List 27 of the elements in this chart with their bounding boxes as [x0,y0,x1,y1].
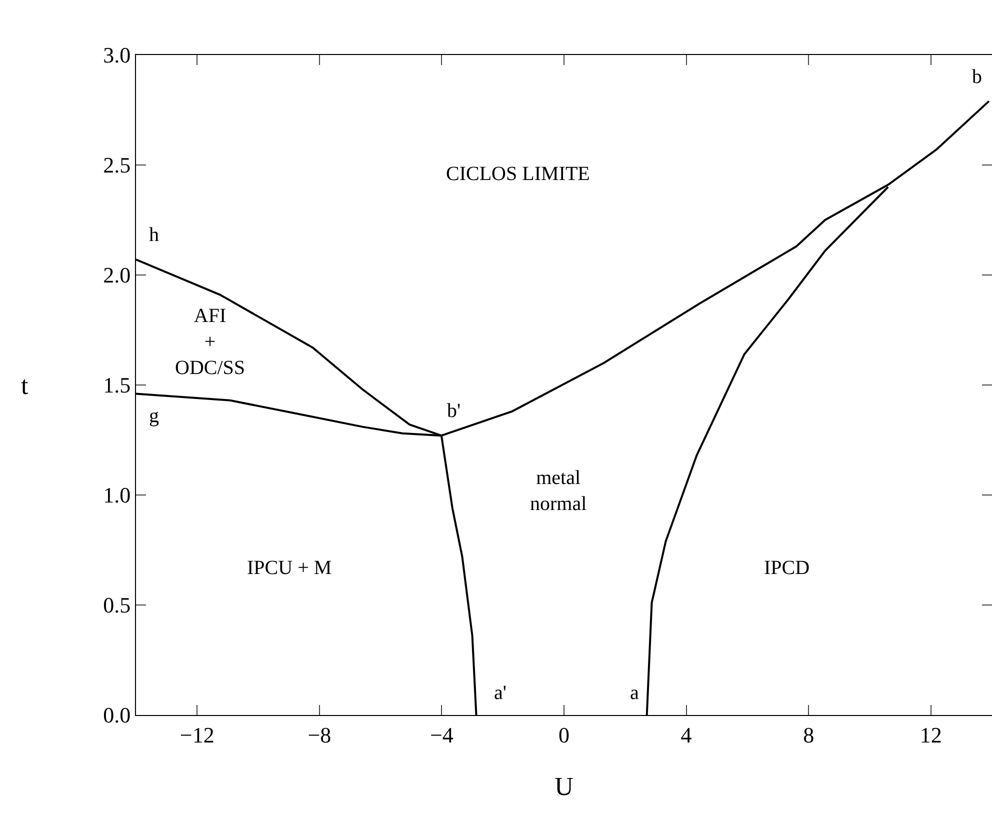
y-tick-label: 0.5 [103,592,131,618]
y-tick-label: 2.5 [103,152,131,178]
annotation: g [149,405,159,427]
x-tick-label: −8 [308,722,332,748]
annotation: b' [447,400,461,422]
x-tick-label: 0 [558,722,570,748]
x-tick-label: 4 [680,722,692,748]
y-tick-label: 3.0 [103,42,131,68]
annotation: IPCU + M [247,557,332,579]
annotation: h [149,224,159,246]
annotation: IPCD [764,557,810,579]
x-tick-label: −12 [180,722,214,748]
annotation: a' [494,682,506,704]
y-tick-label: 1.5 [103,372,131,398]
annotation: CICLOS LIMITE [446,163,590,185]
annotation: a [630,682,639,704]
x-axis-title: U [554,772,574,802]
x-tick-label: 8 [803,722,814,748]
annotation: AFI + ODC/SS [175,305,246,379]
y-tick-label: 2.0 [103,262,131,288]
x-tick-label: 12 [920,722,942,748]
annotation: metal normal [530,467,588,515]
annotation: b [972,66,982,88]
y-axis-title: t [21,371,29,400]
y-tick-label: 1.0 [103,482,131,508]
x-tick-label: −4 [430,722,454,748]
y-tick-label: 0.0 [103,702,131,728]
